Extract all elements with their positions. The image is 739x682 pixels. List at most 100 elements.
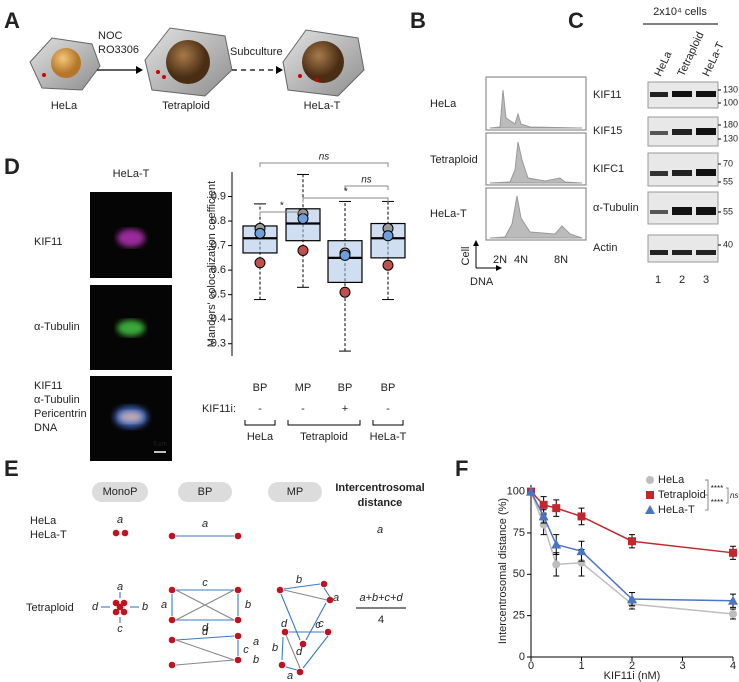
panel-label: B — [410, 8, 426, 33]
distance-letter: b — [272, 642, 278, 654]
centrosome — [120, 608, 128, 616]
lane-label: HeLa — [652, 49, 674, 79]
step-label: Subculture — [230, 46, 283, 58]
centrosome — [121, 529, 129, 537]
distance-letter: d — [202, 626, 209, 638]
marker — [552, 504, 561, 513]
centrosome — [168, 532, 176, 540]
x-tick-label: 2 — [629, 660, 635, 672]
replicate-mean — [339, 286, 351, 298]
significance: **** — [711, 498, 723, 507]
treatment-label: NOC — [98, 30, 123, 42]
header: distance — [358, 497, 403, 509]
column-pills — [92, 482, 406, 609]
panel-label: E — [4, 456, 19, 481]
channel-label: Pericentrin — [34, 408, 87, 420]
replicate-mean — [382, 230, 394, 242]
y-tick-label: 0.7 — [211, 240, 226, 252]
histograms — [473, 76, 587, 271]
x-tick-label: BP — [381, 382, 396, 394]
significance: ns — [361, 175, 372, 186]
distance-line — [175, 589, 235, 621]
size-marker: 130 — [723, 84, 738, 94]
distance-line — [285, 666, 298, 671]
centrosome — [168, 636, 176, 644]
box — [327, 240, 363, 283]
distance-letter: d — [92, 601, 99, 613]
formula: 4 — [378, 614, 384, 626]
distance-letter: b — [245, 599, 251, 611]
lane-number: 1 — [655, 274, 661, 286]
marker — [538, 511, 549, 521]
marker — [551, 539, 562, 549]
distance-letter: c — [315, 619, 321, 631]
distance-line — [283, 583, 321, 590]
treatment-label: - — [301, 403, 305, 415]
x-tick-label: 4N — [514, 254, 528, 266]
centrosome — [168, 661, 176, 669]
centrosome — [276, 586, 284, 594]
blot-label: KIF15 — [593, 125, 622, 137]
row-label: HeLa — [30, 515, 57, 527]
treatment-label: + — [342, 403, 348, 415]
distance-line — [281, 636, 284, 661]
legend-marker — [646, 476, 654, 484]
cell-label: HeLa-T — [304, 100, 341, 112]
distance-letter: a — [202, 518, 208, 530]
axis-label: Intercentrosomal distance (%) — [497, 498, 509, 644]
centrosome — [112, 599, 120, 607]
distance-letter: a — [253, 636, 259, 648]
column-label: BP — [198, 486, 213, 498]
marker — [526, 486, 536, 496]
channel-label: DNA — [34, 422, 58, 434]
microscopy-images — [90, 192, 172, 461]
treatment-label: RO3306 — [98, 44, 139, 56]
distance-letter: a — [333, 592, 339, 604]
centrosome — [168, 586, 176, 594]
channel-label: KIF11 — [34, 236, 63, 248]
scale-bar-label: 5 µm — [153, 442, 166, 448]
axis-label: Manders' colocalization coefficient — [206, 181, 218, 347]
centrosome — [234, 616, 242, 624]
distance-line — [323, 587, 331, 598]
column-label: MonoP — [103, 486, 138, 498]
distance-letter: a — [161, 599, 167, 611]
centrosome — [112, 608, 120, 616]
significance-bracket — [259, 162, 389, 167]
distance-line — [305, 602, 327, 641]
marker — [729, 610, 737, 618]
size-marker: 100 — [723, 97, 738, 107]
distance-letter: a — [287, 670, 293, 682]
significance-bracket — [705, 479, 709, 511]
group-label: HeLa-T — [370, 431, 407, 443]
centrosome — [168, 616, 176, 624]
marker — [728, 595, 738, 605]
lane-number: 2 — [679, 274, 685, 286]
distance-letter: b — [253, 654, 259, 666]
centrosome — [281, 628, 289, 636]
distance-letter: c — [202, 577, 208, 589]
marker — [576, 546, 587, 556]
distance-letter: a — [117, 514, 123, 526]
legend-marker — [645, 505, 655, 514]
y-tick-label: 0.3 — [211, 338, 226, 350]
lane-label: HeLa-T — [700, 40, 726, 79]
channel-label: α-Tubulin — [34, 321, 80, 333]
x-tick-label: 1 — [578, 660, 584, 672]
replicate-mean — [254, 257, 266, 269]
channel-label: KIF11 — [34, 380, 63, 392]
replicate-mean — [382, 259, 394, 271]
header: 2x10⁴ cells — [653, 6, 707, 18]
centrosome — [296, 668, 304, 676]
centrosome — [324, 628, 332, 636]
cell-label: HeLa — [51, 100, 78, 112]
marker — [729, 548, 737, 557]
cell-label: Tetraploid — [162, 100, 210, 112]
size-marker: 130 — [723, 133, 738, 143]
centrosome — [326, 596, 334, 604]
cell-drawings — [29, 27, 365, 97]
y-tick-label: 0.4 — [211, 313, 226, 325]
row-label: Tetraploid — [430, 154, 478, 166]
y-tick-label: 50 — [513, 568, 525, 580]
